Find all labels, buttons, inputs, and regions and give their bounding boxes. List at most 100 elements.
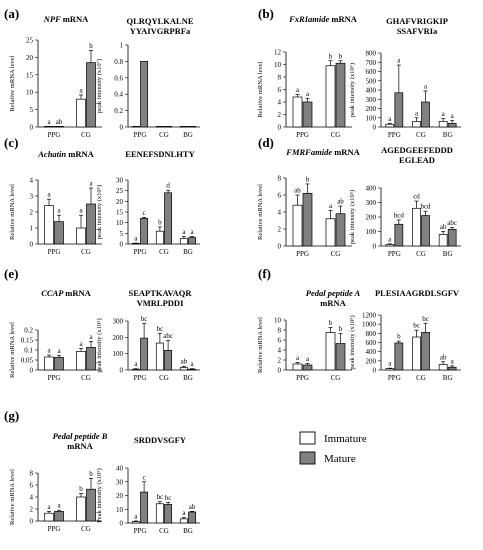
significance-letter: a — [134, 360, 138, 368]
bar-mature — [188, 126, 197, 128]
y-tick-label: 1000 — [362, 321, 377, 329]
x-tick-label: CG — [416, 250, 426, 258]
gene-title: FxRIamide mRNA — [288, 14, 358, 24]
x-tick-label: CG — [159, 131, 169, 139]
panel-label: (d) — [258, 135, 274, 150]
significance-letter: b — [397, 333, 401, 341]
y-tick-label: 6 — [278, 192, 282, 200]
y-tick-label: 100 — [113, 350, 124, 358]
significance-letter: a — [415, 109, 419, 117]
x-tick-label: CG — [331, 374, 341, 382]
bar-mature — [86, 488, 96, 522]
y-axis-label: peak intensity (x10⁵) — [96, 185, 103, 239]
bar-mature — [302, 101, 313, 128]
bar-immature — [385, 368, 395, 371]
bar-immature — [131, 368, 140, 371]
y-tick-label: 100 — [366, 114, 377, 122]
significance-letter: ab — [56, 118, 63, 126]
bar-mature — [188, 237, 197, 245]
bar-mature — [188, 511, 197, 524]
x-tick-label: PPG — [48, 374, 61, 382]
significance-letter: a — [388, 115, 392, 123]
panel-label: (e) — [4, 266, 18, 281]
y-tick-label: 300 — [113, 318, 124, 326]
peptide-sequence: QLRQYLKALNE — [126, 16, 193, 26]
bar-mature — [86, 62, 96, 128]
y-axis-label: Relative mRNA level — [9, 184, 16, 240]
bar-mature — [164, 192, 173, 245]
significance-letter: b — [79, 485, 83, 493]
y-tick-label: 0 — [120, 520, 124, 528]
significance-letter: a — [134, 235, 138, 243]
x-tick-label: BG — [443, 374, 453, 382]
y-tick-label: 2 — [278, 111, 282, 119]
y-tick-label: 600 — [366, 68, 377, 76]
gene-suffix: mRNA — [334, 147, 360, 157]
y-tick-label: 4 — [278, 99, 282, 107]
y-tick-label: 4 — [278, 209, 282, 217]
bar-mature — [421, 101, 430, 128]
gene-name: FMRFamide — [285, 147, 334, 157]
significance-letter: a — [89, 180, 93, 188]
y-tick-label: 2 — [278, 226, 282, 234]
bar-mature — [54, 126, 64, 128]
significance-letter: ab — [337, 198, 344, 206]
bar-immature — [155, 342, 164, 371]
bar-mature — [394, 342, 404, 371]
significance-letter: a — [79, 86, 83, 94]
x-tick-label: CG — [81, 248, 91, 256]
x-tick-label: CG — [81, 525, 91, 533]
bar-mature — [335, 62, 346, 128]
bar-mature — [335, 343, 346, 371]
x-tick-label: PPG — [296, 131, 309, 139]
y-tick-label: 25 — [26, 37, 34, 45]
significance-letter: a — [89, 333, 93, 341]
bar-immature — [325, 332, 336, 371]
y-tick-label: 800 — [366, 330, 377, 338]
significance-letter: bc — [413, 322, 420, 330]
y-tick-label: 10 — [274, 61, 282, 69]
gene-name: Pedal peptide B — [53, 431, 108, 441]
y-tick-label: 6 — [278, 86, 282, 94]
bar-immature — [44, 205, 54, 245]
bar-mature — [447, 122, 457, 128]
y-axis-label: peak intensity (x10⁵) — [349, 315, 356, 369]
significance-letter: a — [191, 228, 195, 236]
y-tick-label: 6 — [30, 482, 34, 490]
significance-letter: c — [143, 473, 146, 481]
bar-mature — [54, 357, 64, 371]
significance-letter: a — [191, 360, 195, 368]
significance-letter: cd — [413, 193, 420, 201]
bar-immature — [155, 126, 164, 128]
significance-letter: a — [47, 347, 51, 355]
gene-name: FxRIamide — [288, 14, 331, 24]
y-tick-label: 20 — [26, 54, 34, 62]
y-tick-label: 0.8 — [114, 58, 123, 66]
y-tick-label: 0 — [120, 124, 124, 132]
y-tick-label: 1200 — [362, 312, 377, 320]
bar-immature — [179, 367, 188, 371]
y-tick-label: 15 — [116, 209, 124, 217]
x-tick-label: CG — [81, 374, 91, 382]
peptide-sequence: SRDDVSGFY — [134, 435, 186, 445]
y-tick-label: 0 — [278, 367, 282, 375]
y-tick-label: 0 — [278, 124, 282, 132]
x-tick-label: PPG — [388, 131, 401, 139]
bar-immature — [76, 227, 86, 245]
bar-immature — [179, 126, 188, 128]
significance-letter: ab — [294, 187, 301, 195]
peptide-sequence: SEAPTKAVAQR — [129, 288, 193, 298]
y-tick-label: 8 — [278, 327, 282, 335]
x-tick-label: BG — [443, 250, 453, 258]
significance-letter: bc — [165, 494, 172, 502]
y-tick-label: 200 — [366, 357, 377, 365]
y-tick-label: 5 — [120, 230, 124, 238]
peptide-sequence: PLESIAAGRDLSGFV — [375, 288, 460, 298]
x-tick-label: BG — [183, 527, 193, 535]
y-tick-label: 0 — [373, 124, 377, 132]
bar-mature — [140, 337, 149, 371]
y-tick-label: 30 — [116, 478, 124, 486]
